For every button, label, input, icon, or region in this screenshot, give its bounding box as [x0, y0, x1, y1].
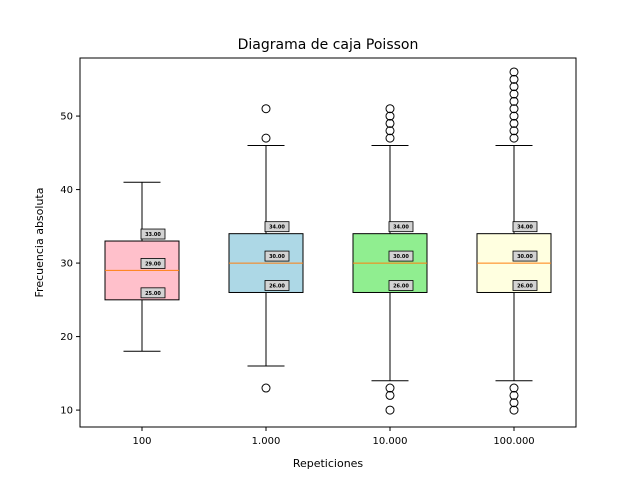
outlier-point	[509, 133, 519, 143]
outlier-point	[509, 74, 519, 84]
value-label-box	[264, 280, 290, 291]
value-label: 26.00	[269, 283, 285, 289]
value-label: 25.00	[145, 291, 161, 297]
box-group: 34.00 30.00 26.00	[352, 104, 428, 415]
value-label: 29.00	[145, 261, 161, 267]
value-label-box	[388, 250, 414, 262]
value-label: 26.00	[517, 283, 533, 289]
value-label: 33.00	[145, 232, 161, 238]
box-group: 33.00 29.00 25.00	[104, 181, 180, 352]
x-tick-label: 100.000	[493, 436, 534, 447]
outlier-point	[261, 104, 271, 114]
value-label: 30.00	[393, 254, 409, 260]
chart-title: Diagrama de caja Poisson	[238, 37, 419, 53]
value-label: 26.00	[393, 283, 409, 289]
value-label-box	[388, 221, 414, 233]
outlier-point	[509, 126, 519, 136]
x-axis-label: Repeticiones	[293, 457, 364, 470]
outlier-point	[385, 118, 395, 128]
y-tick-label: 50	[60, 112, 73, 123]
outlier-point	[385, 405, 395, 415]
plot-frame	[79, 57, 577, 428]
plot-area: 33.00 29.00 25.00 34.00 30.00 26.00 34.00 30.00…	[104, 67, 552, 415]
value-label: 30.00	[517, 254, 533, 260]
outlier-point	[385, 126, 395, 136]
outlier-point	[385, 133, 395, 143]
value-label: 30.00	[269, 254, 285, 260]
outlier-point	[509, 398, 519, 408]
outlier-point	[509, 104, 519, 114]
value-label-box	[512, 221, 538, 233]
outlier-point	[385, 383, 395, 393]
value-label-box	[264, 250, 290, 262]
y-axis: 10 20 30 40 50	[60, 112, 80, 417]
outlier-point	[509, 390, 519, 400]
outlier-point	[509, 383, 519, 393]
x-tick-label: 10.000	[373, 436, 408, 447]
outlier-point	[509, 89, 519, 99]
value-label-box	[264, 221, 290, 233]
outlier-point	[385, 111, 395, 121]
y-tick-label: 30	[60, 259, 73, 270]
value-label-box	[512, 250, 538, 262]
outlier-point	[509, 67, 519, 77]
outlier-point	[509, 96, 519, 106]
outlier-point	[509, 111, 519, 121]
value-label: 34.00	[393, 225, 409, 231]
value-label-box	[140, 258, 166, 269]
value-label-box	[140, 228, 166, 240]
box-group: 34.00 30.00 26.00	[476, 67, 552, 415]
x-tick-label: 1.000	[252, 436, 281, 447]
value-label-box	[388, 280, 414, 291]
outlier-point	[261, 133, 271, 143]
y-tick-label: 40	[60, 185, 73, 196]
value-label: 34.00	[517, 225, 533, 231]
outlier-point	[509, 82, 519, 92]
x-axis: 100 1.000 10.000 100.000	[132, 427, 535, 447]
outlier-point	[385, 104, 395, 114]
value-label-box	[512, 280, 538, 291]
y-tick-label: 10	[60, 406, 73, 417]
value-label-box	[140, 287, 166, 299]
outlier-point	[261, 383, 271, 393]
y-tick-label: 20	[60, 332, 73, 343]
value-label: 34.00	[269, 225, 285, 231]
y-axis-label: Frecuencia absoluta	[33, 188, 46, 298]
x-tick-label: 100	[132, 436, 151, 447]
outlier-point	[385, 390, 395, 400]
outlier-point	[509, 118, 519, 128]
outlier-point	[509, 405, 519, 415]
box-group: 34.00 30.00 26.00	[228, 104, 304, 393]
